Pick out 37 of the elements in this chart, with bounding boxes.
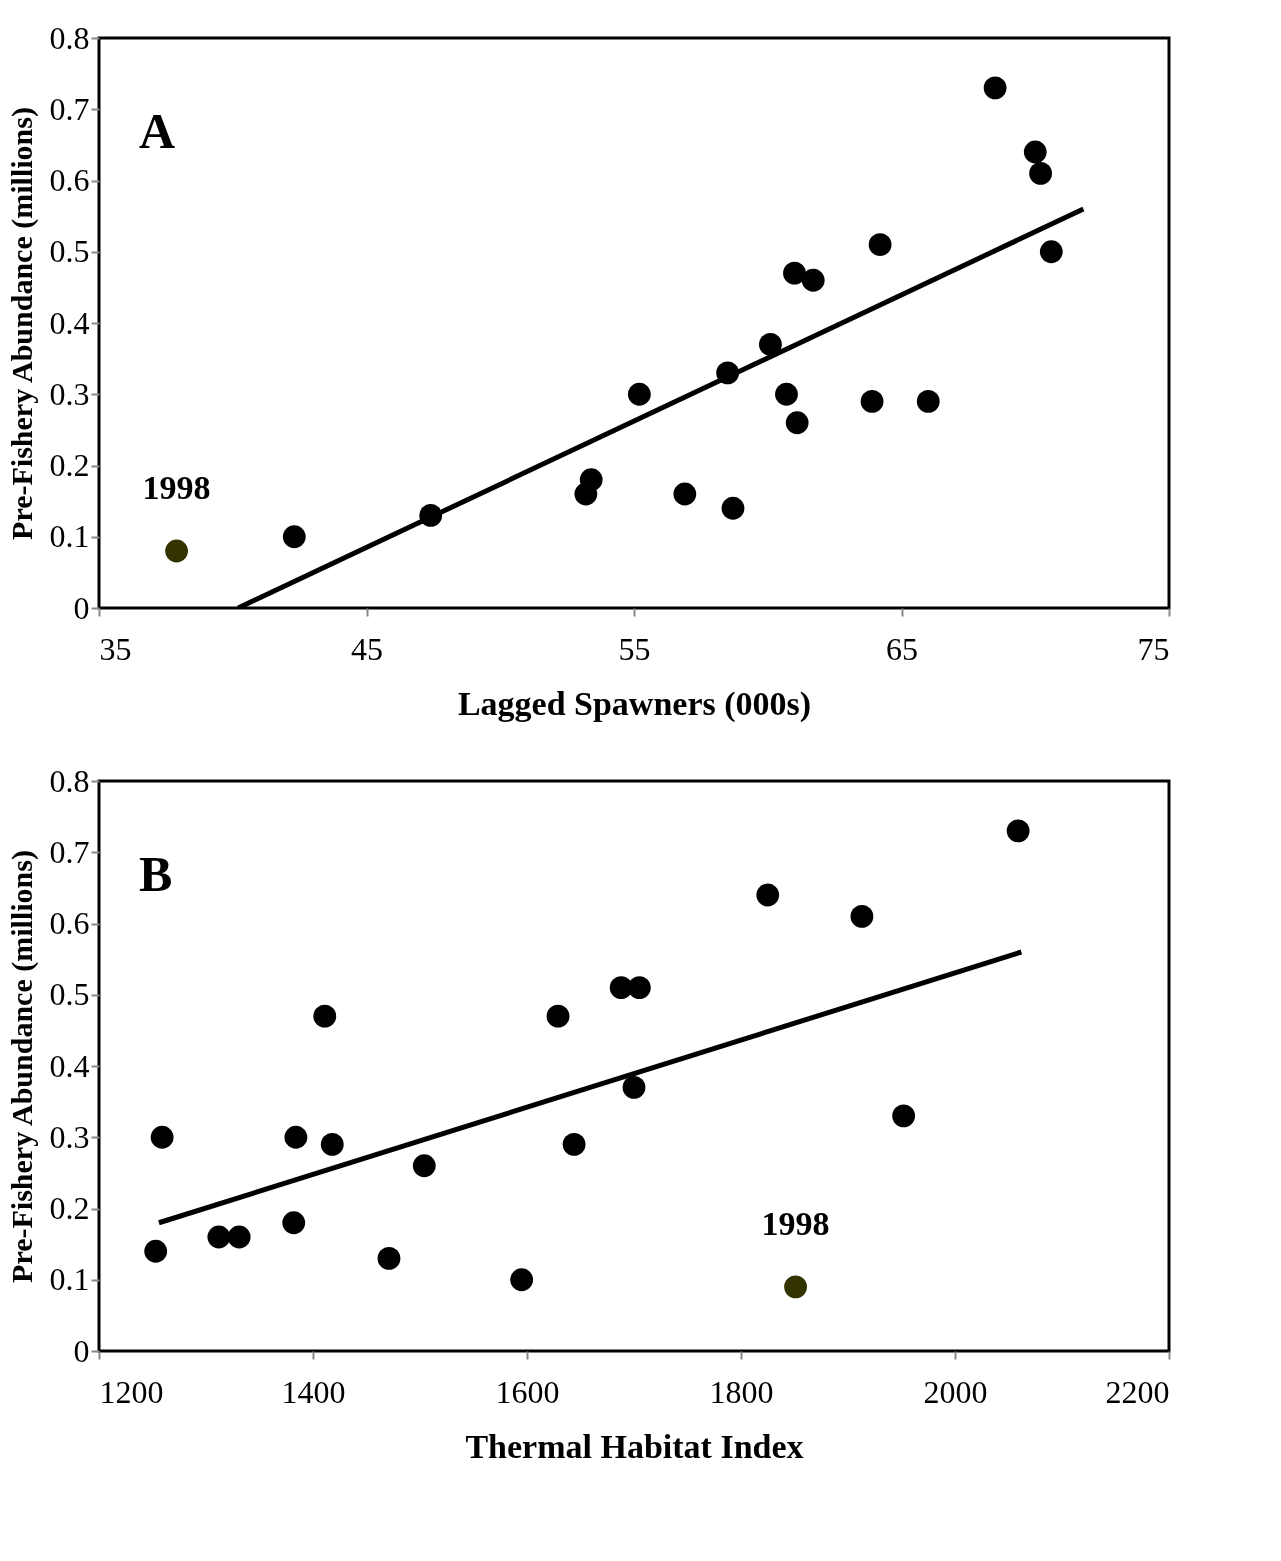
y-tick-label: 0.6: [49, 162, 90, 198]
x-axis-title: Thermal Habitat Index: [465, 1427, 804, 1465]
y-tick-label: 0.3: [49, 1118, 90, 1155]
y-tick-label: 0.2: [49, 1190, 90, 1226]
y-tick-label: 0.7: [49, 833, 90, 870]
y-tick-label: 0.8: [49, 19, 90, 56]
y-tick-label: 0: [73, 1332, 90, 1369]
y-tick-label: 0.7: [49, 90, 90, 127]
y-tick-label: 0.4: [49, 304, 90, 341]
x-tick-label: 65: [886, 630, 918, 667]
y-axis-title: Pre-Fishery Abundance (millions): [4, 107, 39, 540]
annotation: 1998: [761, 1204, 830, 1242]
y-tick-label: 0.6: [49, 905, 90, 941]
y-tick-label: 0.5: [49, 976, 90, 1013]
y-tick-label: 0.1: [49, 1261, 90, 1298]
x-tick-label: 1800: [709, 1373, 774, 1410]
x-tick-label: 75: [1137, 630, 1170, 667]
x-tick-label: 2200: [1105, 1373, 1170, 1410]
x-tick-label: 2000: [923, 1373, 988, 1410]
annotation: 1998: [142, 469, 211, 506]
y-tick-label: 0.2: [49, 447, 90, 483]
y-tick-label: 0.5: [49, 233, 90, 270]
x-tick-label: 55: [618, 630, 651, 667]
x-tick-label: 1200: [99, 1373, 164, 1410]
x-tick-label: 35: [99, 630, 132, 667]
x-axis-title: Lagged Spawners (000s): [457, 684, 812, 723]
annotation: A: [139, 103, 176, 159]
y-tick-label: 0.3: [49, 375, 90, 412]
annotation: B: [139, 846, 173, 902]
y-tick-label: 0.1: [49, 518, 90, 555]
x-tick-label: 1600: [495, 1373, 560, 1410]
y-tick-label: 0.8: [49, 762, 90, 799]
y-axis-title: Pre-Fishery Abundance (millions): [4, 850, 39, 1283]
x-tick-label: 45: [351, 630, 383, 667]
x-tick-label: 1400: [281, 1373, 346, 1410]
y-tick-label: 0: [73, 589, 90, 626]
y-tick-label: 0.4: [49, 1047, 90, 1084]
